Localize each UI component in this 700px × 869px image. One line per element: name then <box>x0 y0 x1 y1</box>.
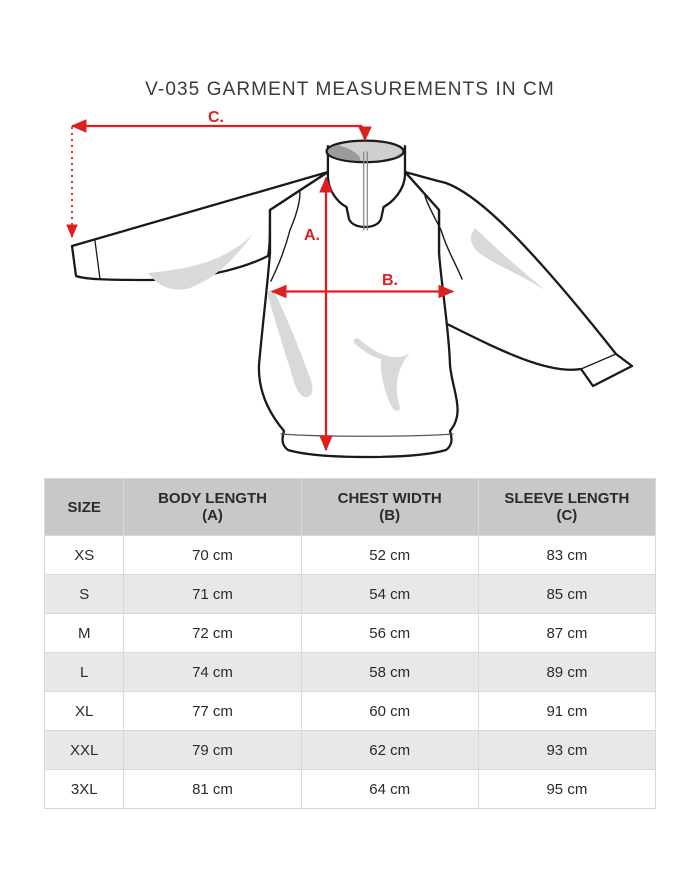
svg-text:A.: A. <box>304 227 320 244</box>
svg-text:C.: C. <box>208 109 224 126</box>
svg-text:B.: B. <box>382 272 398 289</box>
